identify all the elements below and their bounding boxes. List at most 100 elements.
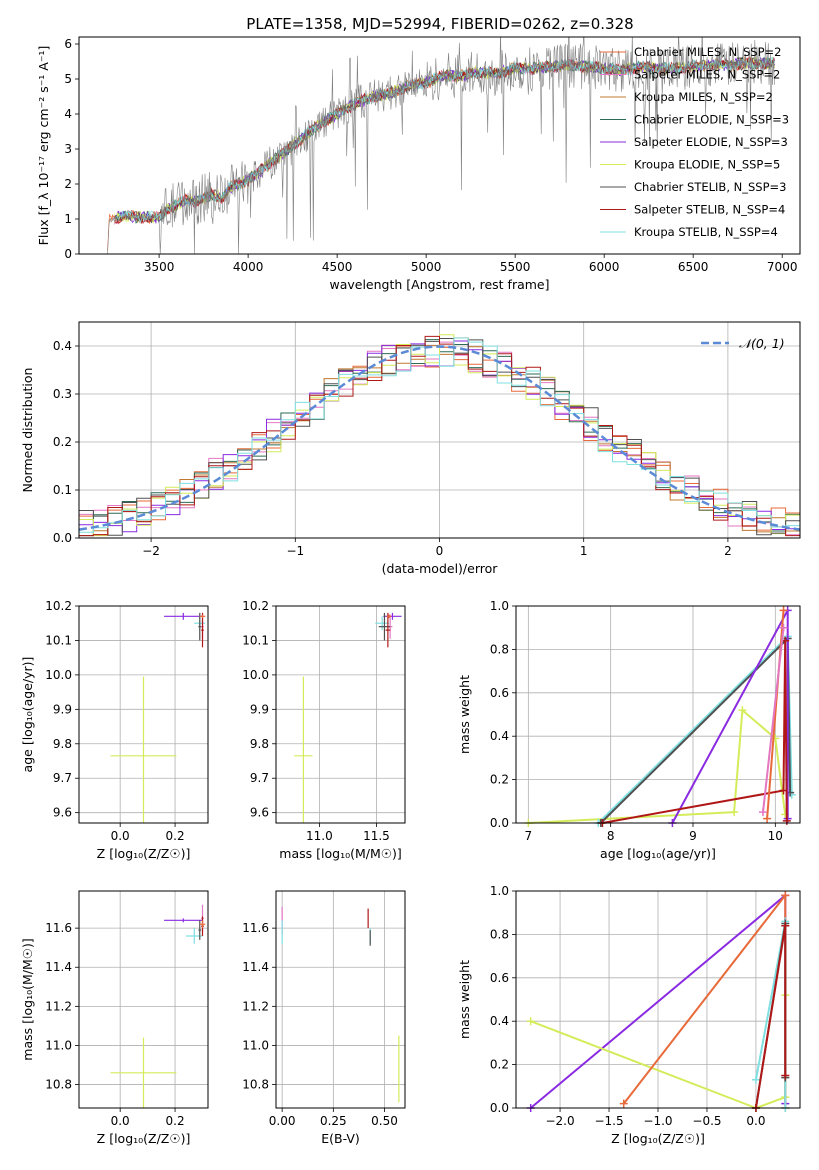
x-tick-label: 0.50 (371, 1114, 398, 1128)
x-tick-label: −2.0 (545, 1114, 574, 1128)
data-point (386, 614, 392, 619)
legend-entry: Kroupa MILES, N_SSP=2 (634, 90, 773, 104)
x-axis-label: Z [log₁₀(Z/Z☉)] (97, 1131, 191, 1146)
y-axis-label: Normed distribution (20, 368, 35, 493)
y-tick-label: 5 (64, 72, 72, 86)
axes-frame (78, 36, 801, 255)
axes-frame (78, 605, 209, 824)
axes-frame (275, 890, 406, 1109)
y-tick-label: 3 (64, 142, 72, 156)
y-tick-label: 0.0 (53, 531, 72, 545)
y-tick-label: 0.4 (53, 339, 72, 353)
data-point (199, 920, 206, 929)
y-tick-label: 0.6 (490, 686, 509, 700)
x-tick-label: −1.5 (594, 1114, 623, 1128)
x-tick-label: 6500 (678, 260, 709, 274)
y-tick-label: 4 (64, 107, 72, 121)
x-tick-label: 0.0 (111, 829, 130, 843)
y-tick-label: 11.0 (242, 1038, 269, 1052)
mass-weight-marker (763, 814, 772, 823)
y-tick-label: 2 (64, 177, 72, 191)
axes-frame (515, 605, 801, 824)
x-tick-label: 10 (768, 829, 783, 843)
axes-frame (515, 890, 801, 1109)
y-tick-label: 9.7 (250, 771, 269, 785)
x-axis-label: wavelength [Angstrom, rest frame] (329, 277, 549, 292)
legend-entry: Chabrier STELIB, N_SSP=3 (634, 180, 786, 194)
mass-weight-marker (779, 623, 788, 632)
x-tick-label: 5500 (500, 260, 531, 274)
y-tick-label: 10.2 (45, 599, 72, 613)
y-tick-label: 0.0 (490, 816, 509, 830)
axes-frame (275, 605, 406, 824)
y-tick-label: 0.2 (53, 435, 72, 449)
y-tick-label: 10.8 (242, 1078, 269, 1092)
y-tick-label: 10.0 (45, 668, 72, 682)
mass-weight-marker (758, 808, 767, 817)
mass-weight-marker (779, 606, 788, 615)
mass-weight-marker (781, 891, 790, 900)
x-tick-label: −0.5 (692, 1114, 721, 1128)
data-point (110, 676, 177, 823)
y-tick-label: 10.1 (242, 633, 269, 647)
spectrum-axes: 3500 4000 4500 5000 5500 6000 6500 7000 0 1 2 3 4 5 6 w… (36, 37, 797, 292)
y-tick-label: 9.6 (53, 806, 72, 820)
mass-weight-marker (781, 921, 790, 930)
axes-frame (78, 890, 209, 1109)
y-axis-label: mass [log₁₀(M/M☉)] (20, 938, 35, 1060)
x-tick-label: 7000 (767, 260, 798, 274)
spectrum-lines (107, 37, 776, 254)
mass-weight-marker (619, 1099, 628, 1108)
y-tick-label: 0.2 (490, 773, 509, 787)
x-tick-label: 0 (436, 544, 444, 558)
y-axis-label: mass weight (457, 960, 472, 1039)
x-tick-label: −2 (142, 544, 160, 558)
y-tick-label: 11.4 (45, 960, 72, 974)
x-tick-label: 11.5 (363, 829, 390, 843)
residual-histogram (79, 337, 800, 533)
x-tick-label: 3500 (144, 260, 175, 274)
legend-entry: Salpeter MILES, N_SSP=2 (634, 68, 780, 82)
x-tick-label: 11.0 (306, 829, 333, 843)
y-tick-label: 1 (64, 212, 72, 226)
y-tick-label: 10.0 (242, 668, 269, 682)
legend-entry: 𝒩(0, 1) (739, 336, 785, 351)
x-tick-label: 0.2 (166, 829, 185, 843)
mass-vs-Z-points (110, 904, 206, 1108)
y-tick-label: 0.4 (490, 1014, 509, 1028)
y-tick-label: 11.2 (242, 999, 269, 1013)
x-axis-label: Z [log₁₀(Z/Z☉)] (611, 1131, 705, 1146)
y-tick-label: 1.0 (490, 599, 509, 613)
y-tick-label: 11.4 (242, 960, 269, 974)
x-axis-label: Z [log₁₀(Z/Z☉)] (97, 846, 191, 861)
figure-title: PLATE=1358, MJD=52994, FIBERID=0262, z=0… (246, 15, 633, 33)
data-point (385, 612, 391, 648)
x-tick-label: 0.0 (746, 1114, 765, 1128)
x-tick-label: 6000 (589, 260, 620, 274)
mass-weight-line (671, 609, 789, 824)
y-tick-label: 9.7 (53, 771, 72, 785)
y-tick-label: 0.1 (53, 483, 72, 497)
mass-vs-EBV-axes: 0.00 0.25 0.50 10.8 11.0 11.2 11.4 11.6 E(B-V) (242, 891, 405, 1146)
mass-weight-marker (751, 1075, 760, 1084)
y-tick-label: 0.3 (53, 387, 72, 401)
mass-weight-line (762, 627, 785, 813)
panels: 3500 4000 4500 5000 5500 6000 6500 7000 0 1 2 3 4 5 6 w… (20, 36, 801, 1146)
x-tick-label: 8 (607, 829, 615, 843)
y-tick-label: 11.0 (45, 1038, 72, 1052)
y-tick-label: 0.8 (490, 642, 509, 656)
y-tick-label: 9.9 (250, 702, 269, 716)
normal-curve (79, 345, 800, 531)
mass-weight-marker (779, 786, 788, 795)
legend-entry: Kroupa ELODIE, N_SSP=5 (634, 158, 780, 172)
data-point (198, 920, 202, 940)
histograms (79, 334, 800, 537)
x-tick-label: 0.25 (320, 1114, 347, 1128)
massweight-vs-age-lines (524, 606, 796, 827)
legend-entry: Kroupa STELIB, N_SSP=4 (634, 225, 778, 239)
y-tick-label: 0 (64, 247, 72, 261)
y-tick-label: 9.8 (250, 737, 269, 751)
x-tick-label: −1 (286, 544, 304, 558)
model-spectrum-line (107, 56, 776, 251)
